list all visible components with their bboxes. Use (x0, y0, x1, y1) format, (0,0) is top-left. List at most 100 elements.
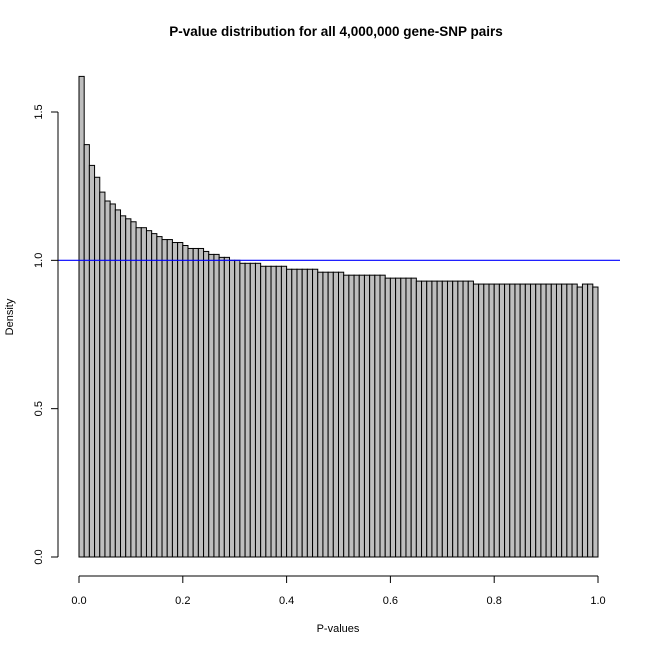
histogram-bar (187, 247, 194, 558)
histogram-bar (83, 144, 90, 558)
chart-title: P-value distribution for all 4,000,000 g… (169, 24, 503, 39)
histogram-bar (244, 262, 251, 558)
histogram-bar (223, 256, 231, 558)
histogram-bar (270, 265, 277, 558)
histogram-bar (99, 191, 106, 558)
histogram-bar (338, 271, 345, 558)
histogram-bar (561, 283, 568, 558)
histogram-bar (114, 209, 122, 558)
histogram-bar (254, 262, 262, 558)
histogram-bar (452, 280, 459, 558)
histogram-bar (171, 242, 179, 558)
histogram-bar (426, 280, 433, 558)
histogram-bar (498, 283, 506, 558)
histogram-bar (125, 218, 132, 558)
x-axis-label: P-values (317, 623, 360, 635)
histogram-bar (322, 271, 329, 558)
histogram-bar (530, 283, 537, 558)
histogram-bar (379, 274, 386, 558)
histogram-bar (182, 245, 189, 558)
histogram-bar (488, 283, 495, 558)
y-tick-label: 1.0 (33, 253, 45, 268)
histogram-bar (177, 242, 184, 558)
histogram-bar (88, 164, 96, 558)
histogram-bar (229, 259, 236, 558)
histogram-bar (343, 274, 350, 558)
histogram-bar (389, 277, 397, 558)
histogram-bar (587, 283, 594, 558)
x-tick-label: 0.2 (175, 595, 190, 607)
x-tick-label: 0.4 (279, 595, 294, 607)
histogram-bar (301, 268, 308, 558)
histogram-bar (576, 286, 583, 558)
histogram-bar (104, 200, 111, 558)
x-tick-label: 0.6 (383, 595, 398, 607)
histogram-bar (358, 274, 365, 558)
histogram-bar (592, 286, 599, 558)
histogram-bar (400, 277, 407, 558)
histogram-bar (296, 268, 303, 558)
histogram-bar (156, 236, 163, 558)
histogram-bar (421, 280, 428, 558)
histogram-bar (550, 283, 557, 558)
histogram-bar (509, 283, 516, 558)
histogram-bar (166, 239, 173, 558)
histogram-bar (478, 283, 485, 558)
histogram-bar (363, 274, 371, 558)
histogram-bar (431, 280, 438, 558)
histogram-bar (208, 253, 215, 558)
histogram-bar (483, 283, 490, 558)
histogram-bar (462, 280, 469, 558)
histogram-bar (395, 277, 402, 558)
histogram-bar (120, 215, 127, 558)
histogram-bar (581, 283, 589, 558)
histogram-bar (545, 283, 552, 558)
histogram-bar (457, 280, 464, 558)
y-tick-label: 0.0 (33, 549, 45, 564)
histogram-bar (524, 283, 532, 558)
histogram-bar (280, 265, 288, 558)
histogram-bar (109, 203, 116, 558)
histogram-bar (239, 262, 246, 558)
y-tick-label: 0.5 (33, 401, 45, 416)
histogram-bar (94, 176, 101, 558)
histogram-bar (197, 247, 205, 558)
histogram-bar (374, 274, 381, 558)
histogram-bar (234, 259, 241, 558)
histogram-bar (135, 227, 142, 558)
histogram-bar (312, 268, 319, 558)
histogram-bar (436, 280, 443, 558)
histogram-bar (514, 283, 521, 558)
histogram-bar (78, 75, 85, 558)
histogram-bars (78, 75, 599, 558)
histogram-bar (540, 283, 547, 558)
x-tick-label: 0.0 (71, 595, 86, 607)
histogram-bar (472, 283, 480, 558)
histogram-bar (384, 277, 391, 558)
histogram-bar (286, 268, 293, 558)
histogram-bar (140, 227, 147, 558)
histogram-bar (348, 274, 355, 558)
y-tick-label: 1.5 (33, 104, 45, 119)
histogram-bar (467, 280, 474, 558)
histogram-bar (332, 271, 339, 558)
histogram-bar (369, 274, 376, 558)
histogram-bar (249, 262, 256, 558)
histogram-bar (327, 271, 334, 558)
histogram-bar (203, 250, 210, 558)
histogram-bar (519, 283, 526, 558)
histogram-bar (260, 265, 267, 558)
histogram-bar (535, 283, 542, 558)
histogram-bar (441, 280, 448, 558)
histogram-bar (317, 271, 324, 558)
histogram-bar (213, 253, 220, 558)
histogram-bar (555, 283, 563, 558)
histogram-bar (291, 268, 298, 558)
histogram-bar (415, 280, 423, 558)
histogram-bar (446, 280, 454, 558)
x-tick-label: 0.8 (487, 595, 502, 607)
histogram-bar (306, 268, 314, 558)
histogram-bar (353, 274, 360, 558)
histogram-bar (275, 265, 282, 558)
